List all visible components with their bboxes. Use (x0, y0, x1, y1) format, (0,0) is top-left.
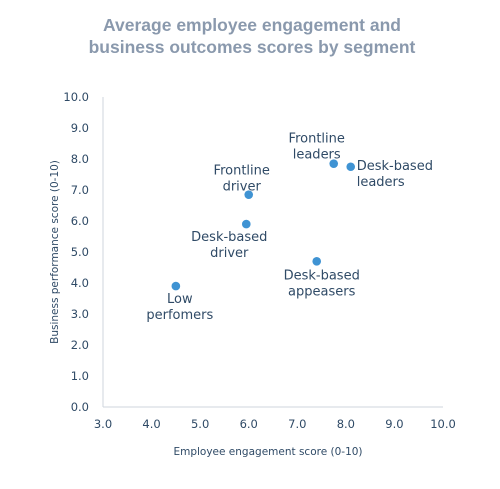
data-point-label: Frontline (214, 164, 270, 179)
y-tick-label: 2.0 (71, 338, 89, 352)
y-tick-label: 10.0 (63, 90, 89, 104)
x-tick-labels: 3.0 4.0 5.0 6.0 7.0 8.0 9.0 10.0 (94, 417, 456, 431)
y-tick-label: 0.0 (71, 400, 89, 414)
y-tick-label: 4.0 (71, 276, 89, 290)
x-tick-label: 10.0 (430, 417, 456, 431)
data-point-label: perfomers (146, 308, 213, 323)
data-point (329, 159, 339, 168)
x-tick-label: 6.0 (240, 417, 258, 431)
y-tick-labels: 0.0 1.0 2.0 3.0 4.0 5.0 6.0 7.0 8.0 9.0 10.0 (63, 90, 89, 414)
data-point-label: driver (223, 180, 262, 195)
data-point-label: leaders (357, 175, 405, 190)
data-point (346, 162, 356, 172)
data-point (312, 257, 322, 266)
data-point-label: leaders (293, 148, 341, 163)
data-point-label: Frontline (289, 132, 345, 147)
x-tick-label: 7.0 (288, 417, 306, 431)
chart-title-line-2: business outcomes scores by segment (89, 37, 416, 57)
y-axis-label: Business performance score (0-10) (49, 160, 61, 344)
x-tick-label: 8.0 (337, 417, 355, 431)
data-point-label: Desk-based (284, 268, 360, 283)
y-tick-label: 5.0 (71, 245, 89, 259)
y-tick-label: 6.0 (71, 214, 89, 228)
x-tick-label: 5.0 (191, 417, 209, 431)
y-tick-label: 7.0 (71, 183, 89, 197)
y-tick-label: 8.0 (71, 152, 89, 166)
data-point-label: Desk-based (191, 230, 267, 245)
data-point-label: Desk-based (357, 159, 433, 174)
chart-title-line-1: Average employee engagement and (103, 15, 401, 35)
x-tick-label: 3.0 (94, 417, 112, 431)
data-point (241, 219, 251, 229)
x-tick-label: 4.0 (142, 417, 160, 431)
y-tick-label: 9.0 (71, 121, 89, 135)
data-point-label: driver (210, 246, 249, 261)
data-point (171, 281, 181, 291)
data-points (171, 159, 356, 291)
data-point-label: appeasers (288, 284, 356, 299)
data-point-label: Low (167, 292, 193, 307)
y-tick-label: 1.0 (71, 369, 89, 383)
x-axis-label: Employee engagement score (0-10) (173, 446, 362, 458)
x-tick-label: 9.0 (385, 417, 403, 431)
data-point (244, 190, 254, 199)
y-tick-label: 3.0 (71, 307, 89, 321)
data-point-labels: LowperfomersFrontlinedriverDesk-baseddri… (146, 132, 433, 323)
